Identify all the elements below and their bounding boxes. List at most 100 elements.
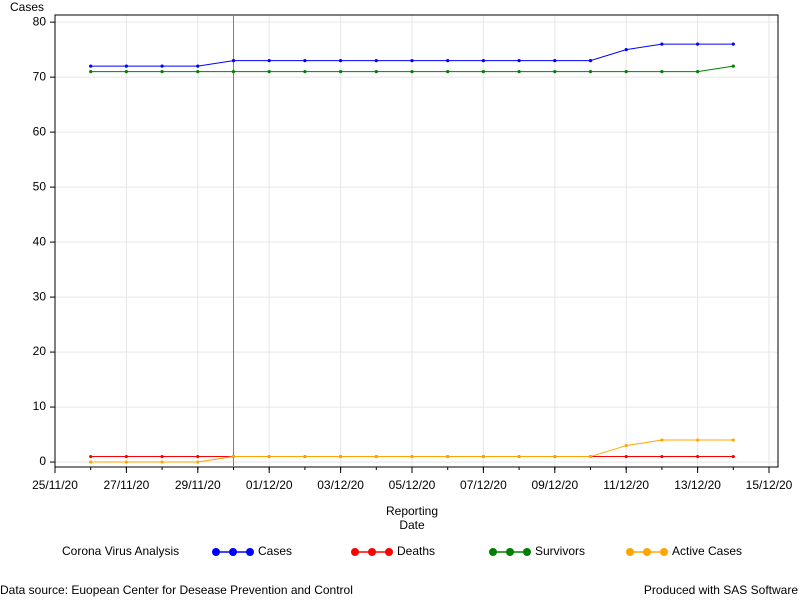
- data-point: [339, 70, 343, 74]
- legend-marker: [351, 548, 359, 556]
- plot-frame: [54, 14, 779, 468]
- data-point: [446, 454, 450, 459]
- data-point: [624, 443, 628, 448]
- x-tick-label: 09/12/20: [531, 478, 578, 492]
- data-point: [267, 70, 271, 74]
- data-point: [374, 59, 378, 63]
- legend-marker: [489, 548, 497, 556]
- data-point: [624, 48, 628, 52]
- data-point: [553, 59, 557, 63]
- y-tick-label: 30: [33, 289, 47, 303]
- y-tick-label: 70: [33, 69, 47, 83]
- legend-marker: [626, 548, 634, 556]
- data-point: [160, 70, 164, 74]
- legend-marker: [385, 548, 393, 556]
- x-tick-label: 15/12/20: [746, 478, 793, 492]
- x-tick-label: 11/12/20: [603, 478, 649, 492]
- legend-label: Cases: [258, 544, 292, 558]
- y-tick-label: 20: [33, 344, 47, 358]
- x-tick-label: 25/11/20: [32, 478, 78, 492]
- data-point: [231, 454, 236, 459]
- data-point: [124, 64, 128, 68]
- data-point: [731, 42, 735, 46]
- legend-title: Corona Virus Analysis: [62, 544, 179, 558]
- data-point: [588, 59, 593, 63]
- data-point: [89, 460, 93, 464]
- y-tick-label: 10: [33, 399, 47, 413]
- data-point: [160, 64, 164, 68]
- data-point: [731, 438, 735, 442]
- x-tick-label: 01/12/20: [246, 478, 293, 492]
- data-point: [553, 70, 557, 74]
- data-point: [696, 454, 700, 459]
- y-tick-label: 50: [33, 179, 47, 193]
- legend-marker: [660, 548, 668, 556]
- data-point: [410, 59, 414, 63]
- data-point: [588, 70, 593, 74]
- data-point: [160, 454, 164, 459]
- data-point: [696, 70, 700, 74]
- data-point: [196, 454, 200, 459]
- legend-label: Deaths: [397, 544, 435, 558]
- footnote: Data source: Euopean Center for Desease …: [0, 583, 353, 597]
- data-point: [410, 454, 414, 459]
- x-tick-label: 27/11/20: [103, 478, 149, 492]
- data-point: [124, 454, 128, 459]
- data-point: [446, 59, 450, 63]
- data-point: [517, 454, 521, 459]
- y-tick-label: 0: [39, 454, 46, 468]
- data-point: [303, 454, 307, 459]
- data-point: [303, 70, 307, 74]
- x-tick-label: 05/12/20: [389, 478, 436, 492]
- data-point: [410, 70, 414, 74]
- data-point: [196, 460, 200, 464]
- data-point: [660, 70, 664, 74]
- data-point: [517, 70, 521, 74]
- x-tick-label: 03/12/20: [317, 478, 364, 492]
- data-point: [624, 454, 628, 459]
- data-point: [231, 70, 236, 74]
- x-axis-label: Reporting: [386, 504, 438, 518]
- data-point: [303, 59, 307, 63]
- data-point: [196, 70, 200, 74]
- footnote: Produced with SAS Software: [644, 583, 798, 597]
- data-point: [231, 59, 236, 63]
- legend-marker: [506, 548, 514, 556]
- data-point: [624, 70, 628, 74]
- data-point: [660, 42, 664, 46]
- data-point: [517, 59, 521, 63]
- data-point: [89, 64, 93, 68]
- data-point: [124, 460, 128, 464]
- legend-label: Active Cases: [672, 544, 742, 558]
- data-point: [731, 454, 735, 459]
- data-point: [339, 59, 343, 63]
- data-point: [481, 454, 485, 459]
- legend-label: Survivors: [535, 544, 585, 558]
- data-point: [660, 454, 664, 459]
- data-point: [124, 70, 128, 74]
- data-point: [374, 70, 378, 74]
- data-point: [196, 64, 200, 68]
- data-point: [481, 59, 485, 63]
- data-point: [374, 454, 378, 459]
- x-tick-label: 07/12/20: [460, 478, 507, 492]
- x-axis-label: Date: [399, 518, 425, 532]
- y-axis-label: Cases: [10, 0, 44, 14]
- data-point: [588, 454, 593, 459]
- data-point: [481, 70, 485, 74]
- data-point: [696, 438, 700, 442]
- data-point: [267, 59, 271, 63]
- data-point: [339, 454, 343, 459]
- y-tick-label: 80: [33, 14, 47, 28]
- y-tick-label: 40: [33, 234, 47, 248]
- y-tick-label: 60: [33, 124, 47, 138]
- legend-marker: [246, 548, 254, 556]
- data-point: [553, 454, 557, 459]
- data-point: [446, 70, 450, 74]
- legend-marker: [643, 548, 651, 556]
- data-point: [696, 42, 700, 46]
- legend-marker: [229, 548, 237, 556]
- data-point: [89, 454, 93, 459]
